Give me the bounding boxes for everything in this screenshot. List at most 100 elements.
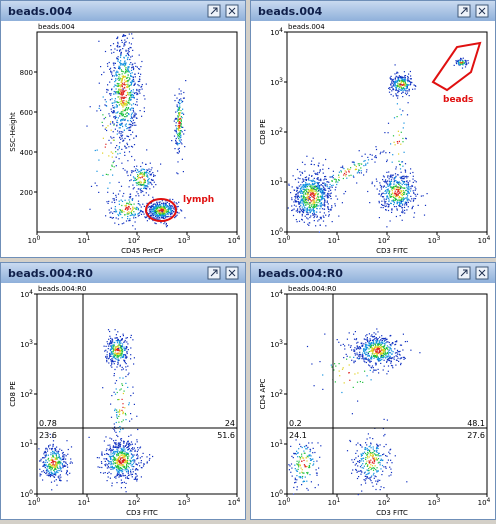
event-dot (46, 468, 47, 469)
event-dot (127, 209, 128, 210)
event-dot (386, 226, 387, 227)
event-dot (126, 347, 127, 348)
event-dot (403, 176, 404, 177)
event-dot (119, 98, 120, 99)
event-dot (322, 191, 323, 192)
event-dot (140, 189, 141, 190)
restore-button[interactable] (208, 267, 220, 279)
event-dot (116, 334, 117, 335)
restore-button[interactable] (458, 267, 470, 279)
event-dot (43, 462, 44, 463)
event-dot (130, 472, 131, 473)
event-dot (121, 438, 122, 439)
event-dot (114, 462, 115, 463)
event-dot (119, 201, 120, 202)
event-dot (130, 450, 131, 451)
event-dot (384, 202, 385, 203)
event-dot (110, 365, 111, 366)
event-dot (167, 213, 168, 214)
event-dot (390, 174, 391, 175)
event-dot (322, 196, 323, 197)
event-dot (129, 124, 130, 125)
event-dot (59, 449, 60, 450)
event-dot (121, 97, 122, 98)
event-dot (371, 159, 372, 160)
event-dot (407, 93, 408, 94)
event-dot (381, 341, 382, 342)
event-dot (361, 172, 362, 173)
event-dot (149, 178, 150, 179)
event-dot (111, 358, 112, 359)
event-dot (135, 463, 136, 464)
event-dot (321, 218, 322, 219)
event-dot (314, 198, 315, 199)
restore-button[interactable] (458, 5, 470, 17)
tick-exponent: 0 (37, 497, 41, 504)
event-dot (123, 475, 124, 476)
event-dot (397, 83, 398, 84)
event-dot (45, 467, 46, 468)
event-dot (402, 195, 403, 196)
event-dot (301, 210, 302, 211)
event-dot (118, 466, 119, 467)
restore-button[interactable] (208, 5, 220, 17)
event-dot (318, 187, 319, 188)
event-dot (362, 353, 363, 354)
event-dot (154, 182, 155, 183)
event-dot (174, 100, 175, 101)
event-dot (133, 471, 134, 472)
event-dot (149, 458, 150, 459)
event-dot (462, 61, 463, 62)
event-dot (413, 206, 414, 207)
event-dot (127, 207, 128, 208)
event-dot (180, 110, 181, 111)
event-dot (467, 60, 468, 61)
event-dot (120, 442, 121, 443)
event-dot (131, 450, 132, 451)
event-dot (57, 467, 58, 468)
event-dot (114, 86, 115, 87)
close-button[interactable] (226, 5, 238, 17)
event-dot (60, 467, 61, 468)
event-dot (138, 462, 139, 463)
tick-base: 10 (278, 237, 287, 245)
event-dot (395, 144, 396, 145)
event-dot (180, 130, 181, 131)
event-dot (134, 113, 135, 114)
event-dot (325, 225, 326, 226)
event-dot (323, 215, 324, 216)
event-dot (399, 204, 400, 205)
event-dot (413, 198, 414, 199)
event-dot (141, 188, 142, 189)
event-dot (135, 195, 136, 196)
event-dot (42, 479, 43, 480)
event-dot (116, 145, 117, 146)
event-dot (102, 114, 103, 115)
tick-exponent: 4 (29, 289, 33, 296)
event-dot (388, 206, 389, 207)
event-dot (460, 58, 461, 59)
event-dot (320, 199, 321, 200)
event-dot (117, 72, 118, 73)
event-dot (137, 67, 138, 68)
x-axis-label: CD3 FITC (126, 509, 158, 517)
event-dot (366, 358, 367, 359)
event-dot (134, 448, 135, 449)
event-dot (129, 180, 130, 181)
event-dot (311, 185, 312, 186)
event-dot (113, 463, 114, 464)
event-dot (333, 185, 334, 186)
close-button[interactable] (226, 267, 238, 279)
close-button[interactable] (476, 5, 488, 17)
event-dot (152, 197, 153, 198)
event-dot (366, 362, 367, 363)
close-button[interactable] (476, 267, 488, 279)
event-dot (354, 347, 355, 348)
event-dot (106, 453, 107, 454)
event-dot (132, 108, 133, 109)
event-dot (383, 193, 384, 194)
event-dot (133, 92, 134, 93)
event-dot (117, 42, 118, 43)
event-dot (297, 198, 298, 199)
